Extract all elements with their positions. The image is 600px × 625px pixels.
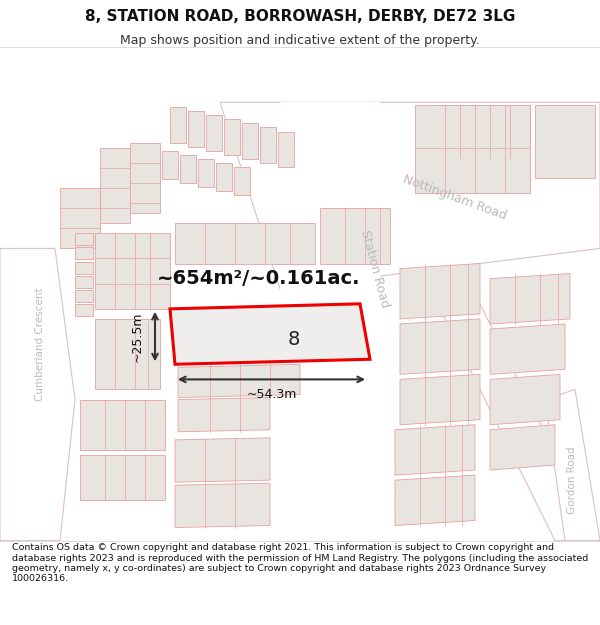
- Polygon shape: [400, 319, 480, 374]
- Text: ~25.5m: ~25.5m: [131, 311, 143, 362]
- Polygon shape: [95, 233, 170, 309]
- Polygon shape: [320, 208, 390, 264]
- Polygon shape: [100, 148, 130, 223]
- Polygon shape: [170, 107, 186, 142]
- Polygon shape: [545, 389, 600, 541]
- Text: Gordon Road: Gordon Road: [567, 446, 577, 514]
- Polygon shape: [180, 155, 196, 183]
- Polygon shape: [75, 248, 93, 259]
- Polygon shape: [395, 425, 475, 475]
- Polygon shape: [216, 162, 232, 191]
- Polygon shape: [162, 151, 178, 179]
- Polygon shape: [490, 324, 565, 374]
- Text: Contains OS data © Crown copyright and database right 2021. This information is : Contains OS data © Crown copyright and d…: [12, 543, 588, 583]
- Text: Station Road: Station Road: [358, 228, 392, 309]
- Polygon shape: [60, 188, 100, 248]
- Polygon shape: [130, 142, 160, 213]
- Text: ~654m²/~0.161ac.: ~654m²/~0.161ac.: [157, 269, 361, 288]
- Polygon shape: [175, 223, 315, 264]
- Polygon shape: [198, 159, 214, 187]
- Polygon shape: [75, 290, 93, 302]
- Polygon shape: [178, 364, 300, 398]
- Polygon shape: [75, 233, 93, 246]
- Polygon shape: [95, 319, 160, 389]
- Polygon shape: [178, 398, 270, 432]
- Polygon shape: [80, 399, 165, 450]
- Polygon shape: [234, 167, 250, 195]
- Polygon shape: [242, 124, 258, 159]
- Polygon shape: [220, 102, 600, 289]
- Polygon shape: [75, 261, 93, 274]
- Polygon shape: [540, 106, 590, 168]
- Polygon shape: [278, 131, 294, 167]
- Text: ~54.3m: ~54.3m: [247, 388, 296, 401]
- Polygon shape: [0, 248, 75, 541]
- Polygon shape: [75, 304, 93, 316]
- Polygon shape: [340, 107, 600, 541]
- Polygon shape: [260, 127, 276, 162]
- Text: Cumberland Crescent: Cumberland Crescent: [35, 288, 45, 401]
- Polygon shape: [415, 106, 530, 193]
- Polygon shape: [175, 483, 270, 528]
- Polygon shape: [490, 274, 570, 324]
- Polygon shape: [75, 276, 93, 288]
- Polygon shape: [175, 438, 270, 482]
- Polygon shape: [400, 374, 480, 425]
- Polygon shape: [395, 475, 475, 526]
- Text: 8, STATION ROAD, BORROWASH, DERBY, DE72 3LG: 8, STATION ROAD, BORROWASH, DERBY, DE72 …: [85, 9, 515, 24]
- Polygon shape: [535, 106, 595, 178]
- Polygon shape: [280, 102, 380, 289]
- Polygon shape: [206, 116, 222, 151]
- Polygon shape: [80, 455, 165, 501]
- Text: Nottingham Road: Nottingham Road: [401, 173, 509, 223]
- Polygon shape: [400, 264, 480, 319]
- Text: Map shows position and indicative extent of the property.: Map shows position and indicative extent…: [120, 34, 480, 47]
- Polygon shape: [224, 119, 240, 155]
- Polygon shape: [188, 111, 204, 147]
- Polygon shape: [430, 106, 530, 158]
- Polygon shape: [170, 304, 370, 364]
- Polygon shape: [490, 374, 560, 425]
- Polygon shape: [490, 425, 555, 470]
- Text: 8: 8: [287, 329, 300, 349]
